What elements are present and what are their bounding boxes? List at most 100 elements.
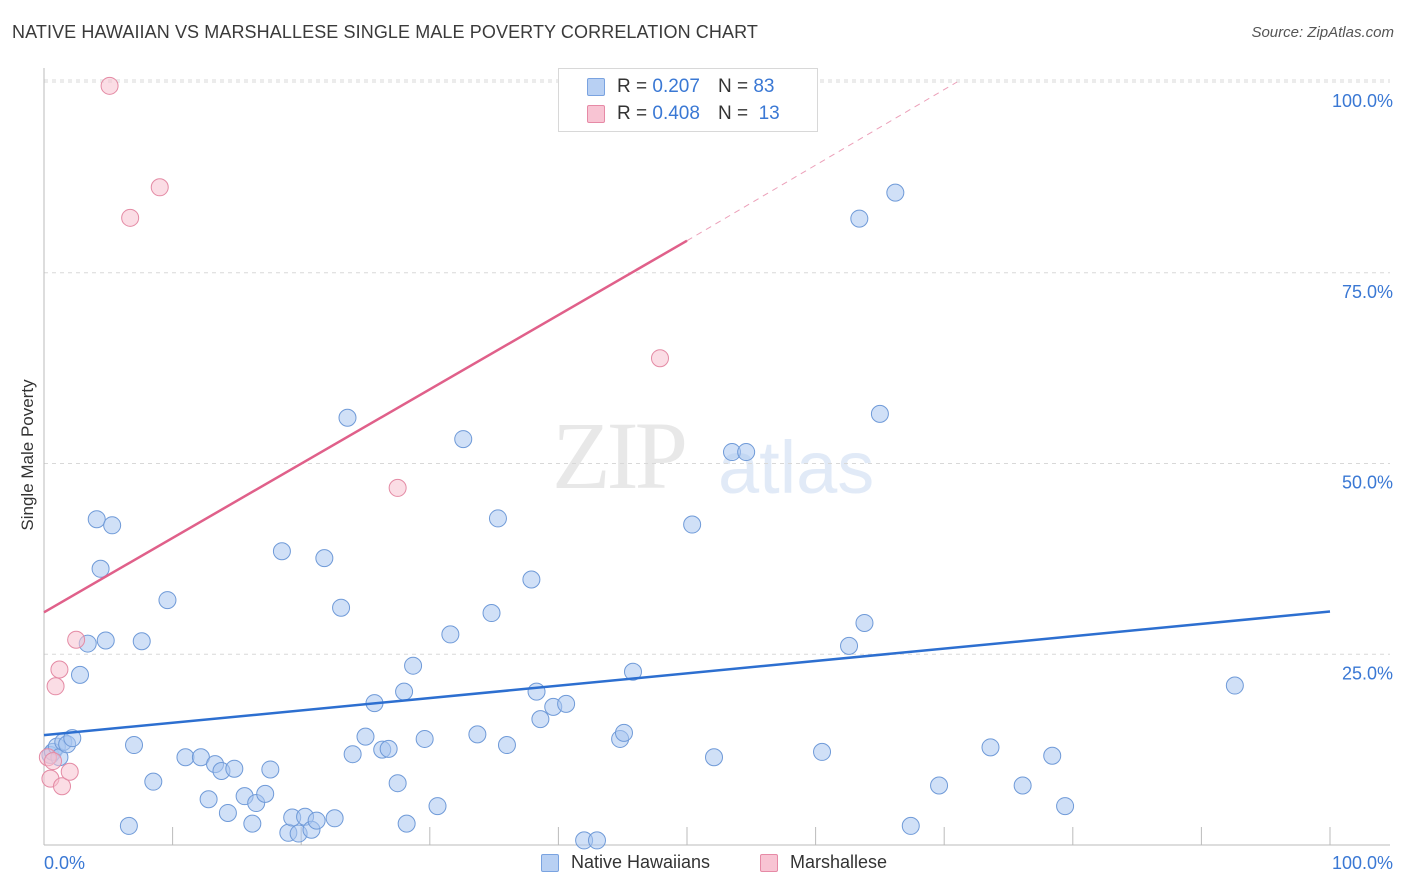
- native-hawaiians-point: [404, 656, 423, 675]
- native-hawaiians-point: [454, 430, 473, 449]
- native-hawaiians-point: [379, 739, 398, 758]
- y-tick-label: 25.0%: [1342, 663, 1393, 683]
- marshallese-trend-line: [43, 239, 688, 614]
- r-label: R =: [617, 103, 648, 124]
- source-attribution: Source: ZipAtlas.com: [1251, 24, 1394, 41]
- data-points: [38, 76, 1244, 850]
- native-hawaiians-point: [103, 516, 122, 535]
- native-hawaiians-point: [497, 736, 516, 755]
- native-hawaiians-point: [388, 774, 407, 793]
- legend-row-marshallese: R = 0.408 N = 13: [559, 100, 780, 128]
- native-hawaiians-point: [71, 665, 90, 684]
- native-hawaiians-point: [468, 725, 487, 744]
- legend-swatch-blue: [541, 853, 559, 872]
- native-hawaiians-point: [218, 803, 237, 822]
- native-hawaiians-point: [119, 816, 138, 835]
- native-hawaiians-point: [132, 632, 151, 651]
- marshallese-point: [46, 677, 65, 696]
- native-hawaiians-point: [87, 510, 106, 529]
- native-hawaiians-point: [1056, 797, 1075, 816]
- native-hawaiians-point: [338, 408, 357, 427]
- native-hawaiians-point: [397, 814, 416, 833]
- legend-swatch-blue: [587, 78, 605, 96]
- native-hawaiians-point: [813, 742, 832, 761]
- native-hawaiians-point: [901, 816, 920, 835]
- x-tick-label: 100.0%: [1332, 853, 1393, 873]
- native-hawaiians-point: [325, 809, 344, 828]
- native-hawaiians-trend-line: [43, 610, 1331, 737]
- native-hawaiians-point: [415, 729, 434, 748]
- native-hawaiians-point: [531, 710, 550, 729]
- native-hawaiians-point: [96, 631, 115, 650]
- marshallese-point: [121, 208, 140, 227]
- marshallese-point: [100, 76, 119, 95]
- native-hawaiians-point: [587, 831, 606, 850]
- native-hawaiians-point: [522, 570, 541, 589]
- native-hawaiians-point: [855, 613, 874, 632]
- native-hawaiians-point: [886, 183, 905, 202]
- y-axis-label: Single Male Poverty: [18, 379, 37, 531]
- marshallese-point: [650, 349, 669, 368]
- n-value: 83: [753, 76, 775, 97]
- native-hawaiians-point: [850, 209, 869, 228]
- n-label: N =: [717, 103, 749, 124]
- native-hawaiians-point: [705, 748, 724, 767]
- y-tick-label: 50.0%: [1342, 473, 1393, 493]
- native-hawaiians-point: [261, 760, 280, 779]
- y-tick-label: 100.0%: [1332, 91, 1393, 111]
- r-value: 0.408: [652, 103, 700, 124]
- correlation-legend: R = 0.207 N = 83 R = 0.408 N = 13: [558, 68, 818, 132]
- marshallese-trend-extension: [686, 81, 958, 242]
- chart-title: NATIVE HAWAIIAN VS MARSHALLESE SINGLE MA…: [12, 22, 758, 42]
- native-hawaiians-point: [395, 682, 414, 701]
- native-hawaiians-point: [1225, 676, 1244, 695]
- marshallese-point: [60, 762, 79, 781]
- watermark-atlas: atlas: [718, 426, 875, 509]
- native-hawaiians-point: [272, 542, 291, 561]
- native-hawaiians-point: [482, 604, 501, 623]
- marshallese-point: [53, 777, 72, 796]
- r-value: 0.207: [652, 76, 700, 97]
- marshallese-point: [388, 478, 407, 497]
- native-hawaiians-point: [176, 748, 195, 767]
- y-tick-label: 75.0%: [1342, 282, 1393, 302]
- native-hawaiians-point: [870, 404, 889, 423]
- native-hawaiians-point: [315, 549, 334, 568]
- legend-item-marshallese[interactable]: Marshallese: [760, 852, 887, 873]
- native-hawaiians-point: [737, 443, 756, 462]
- native-hawaiians-point: [144, 772, 163, 791]
- grid-lines: [44, 79, 1390, 655]
- marshallese-point: [150, 178, 169, 197]
- legend-item-native-hawaiians[interactable]: Native Hawaiians: [541, 852, 710, 873]
- legend-swatch-pink: [587, 105, 605, 123]
- native-hawaiians-point: [557, 694, 576, 713]
- marshallese-point: [67, 630, 86, 649]
- native-hawaiians-point: [1043, 746, 1062, 765]
- native-hawaiians-point: [199, 790, 218, 809]
- native-hawaiians-point: [158, 591, 177, 610]
- native-hawaiians-point: [623, 662, 642, 681]
- trend-lines: [43, 81, 1331, 737]
- native-hawaiians-point: [527, 682, 546, 701]
- native-hawaiians-point: [614, 723, 633, 742]
- n-label: N =: [717, 76, 749, 97]
- native-hawaiians-point: [225, 759, 244, 778]
- native-hawaiians-point: [683, 515, 702, 534]
- native-hawaiians-point: [1013, 776, 1032, 795]
- native-hawaiians-point: [125, 736, 144, 755]
- marshallese-point: [44, 752, 63, 771]
- native-hawaiians-point: [930, 776, 949, 795]
- native-hawaiians-point: [428, 797, 447, 816]
- legend-row-native-hawaiians: R = 0.207 N = 83: [559, 73, 774, 101]
- native-hawaiians-point: [840, 636, 859, 655]
- r-label: R =: [617, 76, 648, 97]
- n-value: 13: [758, 103, 780, 124]
- legend-swatch-pink: [760, 853, 778, 872]
- native-hawaiians-point: [488, 509, 507, 528]
- watermark-zip: ZIP: [552, 402, 688, 509]
- native-hawaiians-point: [332, 598, 351, 617]
- native-hawaiians-point: [243, 814, 262, 833]
- native-hawaiians-point: [256, 784, 275, 803]
- legend-label: Marshallese: [790, 852, 888, 872]
